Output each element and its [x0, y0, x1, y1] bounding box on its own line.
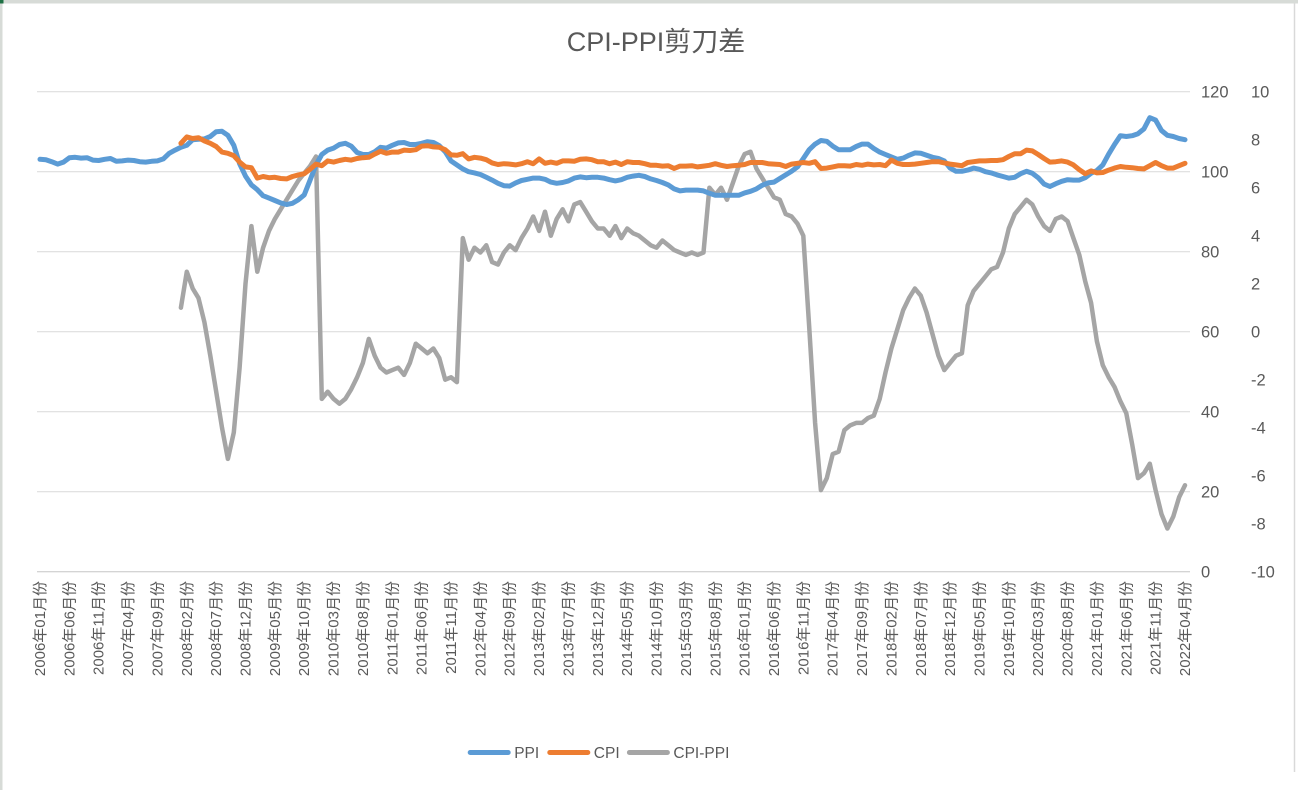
- cpi-ppi-gap-line: [178, 149, 1188, 531]
- x-axis-tick-label: 2021年06月份: [1118, 581, 1135, 676]
- primary-axis-tick-label: 40: [1201, 404, 1219, 422]
- primary-right-axis-labels: 0 20 40 60 80 100 120: [1201, 84, 1229, 582]
- x-axis-tick-label: 2014年10月份: [649, 581, 666, 676]
- sheet-frame-top: [0, 0, 1298, 4]
- primary-axis-tick-label: 120: [1201, 84, 1229, 102]
- x-axis-tick-label: 2011年11月份: [443, 581, 460, 674]
- x-axis-tick-label: 2017年04月份: [825, 581, 842, 676]
- legend: PPI CPI CPI-PPI: [467, 745, 729, 762]
- x-axis-tick-label: 2006年11月份: [91, 581, 108, 675]
- secondary-axis-tick-label: -8: [1251, 516, 1266, 534]
- x-axis-tick-label: 2022年04月份: [1177, 581, 1194, 676]
- x-axis-tick-label: 2019年10月份: [1001, 581, 1018, 676]
- x-axis-tick-label: 2012年04月份: [472, 581, 489, 676]
- x-axis-tick-label: 2010年03月份: [326, 581, 343, 676]
- x-axis-tick-label: 2009年10月份: [296, 581, 313, 676]
- sheet-frame-left: [0, 0, 3, 790]
- secondary-axis-tick-label: -2: [1251, 372, 1266, 390]
- legend-label-ppi: PPI: [514, 745, 539, 762]
- x-axis-tick-label: 2018年02月份: [883, 581, 900, 676]
- x-axis-tick-label: 2016年11月份: [795, 581, 812, 675]
- primary-axis-tick-label: 100: [1201, 164, 1229, 182]
- x-axis-tick-label: 2018年12月份: [942, 581, 959, 676]
- x-axis-tick-label: 2020年03月份: [1030, 581, 1047, 676]
- x-axis-tick-label: 2020年08月份: [1060, 581, 1077, 676]
- ppi-line: [37, 115, 1188, 207]
- x-axis-tick-label: 2021年11月份: [1148, 581, 1165, 675]
- x-axis-tick-label: 2018年07月份: [913, 581, 930, 676]
- secondary-axis-tick-label: 2: [1251, 276, 1260, 294]
- secondary-axis-tick-label: 6: [1251, 180, 1260, 198]
- x-axis-tick-label: 2015年03月份: [678, 581, 695, 676]
- x-axis-tick-label: 2012年09月份: [502, 581, 519, 676]
- secondary-axis-tick-label: -4: [1251, 420, 1266, 438]
- cpi-polyline: [178, 134, 1188, 182]
- x-axis-tick-label: 2007年09月份: [149, 581, 166, 676]
- primary-axis-tick-label: 60: [1201, 324, 1219, 342]
- secondary-axis-tick-label: 4: [1251, 228, 1260, 246]
- gridlines: [37, 91, 1190, 573]
- x-axis-tick-label: 2019年05月份: [971, 581, 988, 676]
- cpi-ppi-polyline: [178, 149, 1188, 531]
- x-axis-tick-label: 2016年06月份: [766, 581, 783, 676]
- x-axis-tick-label: 2011年01月份: [384, 581, 401, 675]
- secondary-axis-tick-label: -6: [1251, 468, 1266, 486]
- x-axis-tick-label: 2008年07月份: [208, 581, 225, 676]
- x-axis-labels: 2006年01月份 2006年06月份 2006年11月份 2007年04月份 2007…: [32, 581, 1194, 676]
- secondary-axis-tick-label: 10: [1251, 84, 1269, 102]
- primary-axis-tick-label: 0: [1201, 564, 1210, 582]
- sheet-corner-dot: [0, 0, 4, 4]
- primary-axis-tick-label: 80: [1201, 244, 1219, 262]
- x-axis-tick-label: 2017年09月份: [854, 581, 871, 676]
- cpi-line: [178, 134, 1188, 182]
- x-axis-tick-label: 2021年01月份: [1089, 581, 1106, 676]
- x-axis-tick-label: 2013年02月份: [531, 581, 548, 676]
- x-axis-tick-label: 2009年05月份: [267, 581, 284, 676]
- primary-axis-tick-label: 20: [1201, 484, 1219, 502]
- x-axis-tick-label: 2006年01月份: [32, 581, 49, 676]
- secondary-axis-tick-label: 8: [1251, 132, 1260, 150]
- secondary-axis-tick-label: -10: [1251, 564, 1275, 582]
- x-axis-tick-label: 2015年08月份: [707, 581, 724, 676]
- legend-label-cpi-ppi: CPI-PPI: [673, 745, 729, 762]
- secondary-axis-tick-label: 0: [1251, 324, 1260, 342]
- x-axis-tick-label: 2016年01月份: [737, 581, 754, 676]
- x-axis-tick-label: 2007年04月份: [120, 581, 137, 676]
- x-axis-tick-label: 2013年07月份: [560, 581, 577, 676]
- ppi-polyline: [37, 115, 1188, 207]
- x-axis-tick-label: 2008年12月份: [238, 581, 255, 676]
- x-axis-tick-label: 2006年06月份: [61, 581, 78, 676]
- x-axis-tick-label: 2014年05月份: [619, 581, 636, 676]
- x-axis-tick-label: 2008年02月份: [179, 581, 196, 676]
- x-axis-tick-label: 2011年06月份: [414, 581, 431, 675]
- chart-title: CPI-PPI剪刀差: [567, 27, 746, 57]
- legend-label-cpi: CPI: [594, 745, 620, 762]
- x-axis-tick-label: 2013年12月份: [590, 581, 607, 676]
- x-axis-tick-label: 2010年08月份: [355, 581, 372, 676]
- secondary-right-axis-labels: -10 -8 -6 -4 -2 0 2 4 6 8 10: [1251, 84, 1275, 582]
